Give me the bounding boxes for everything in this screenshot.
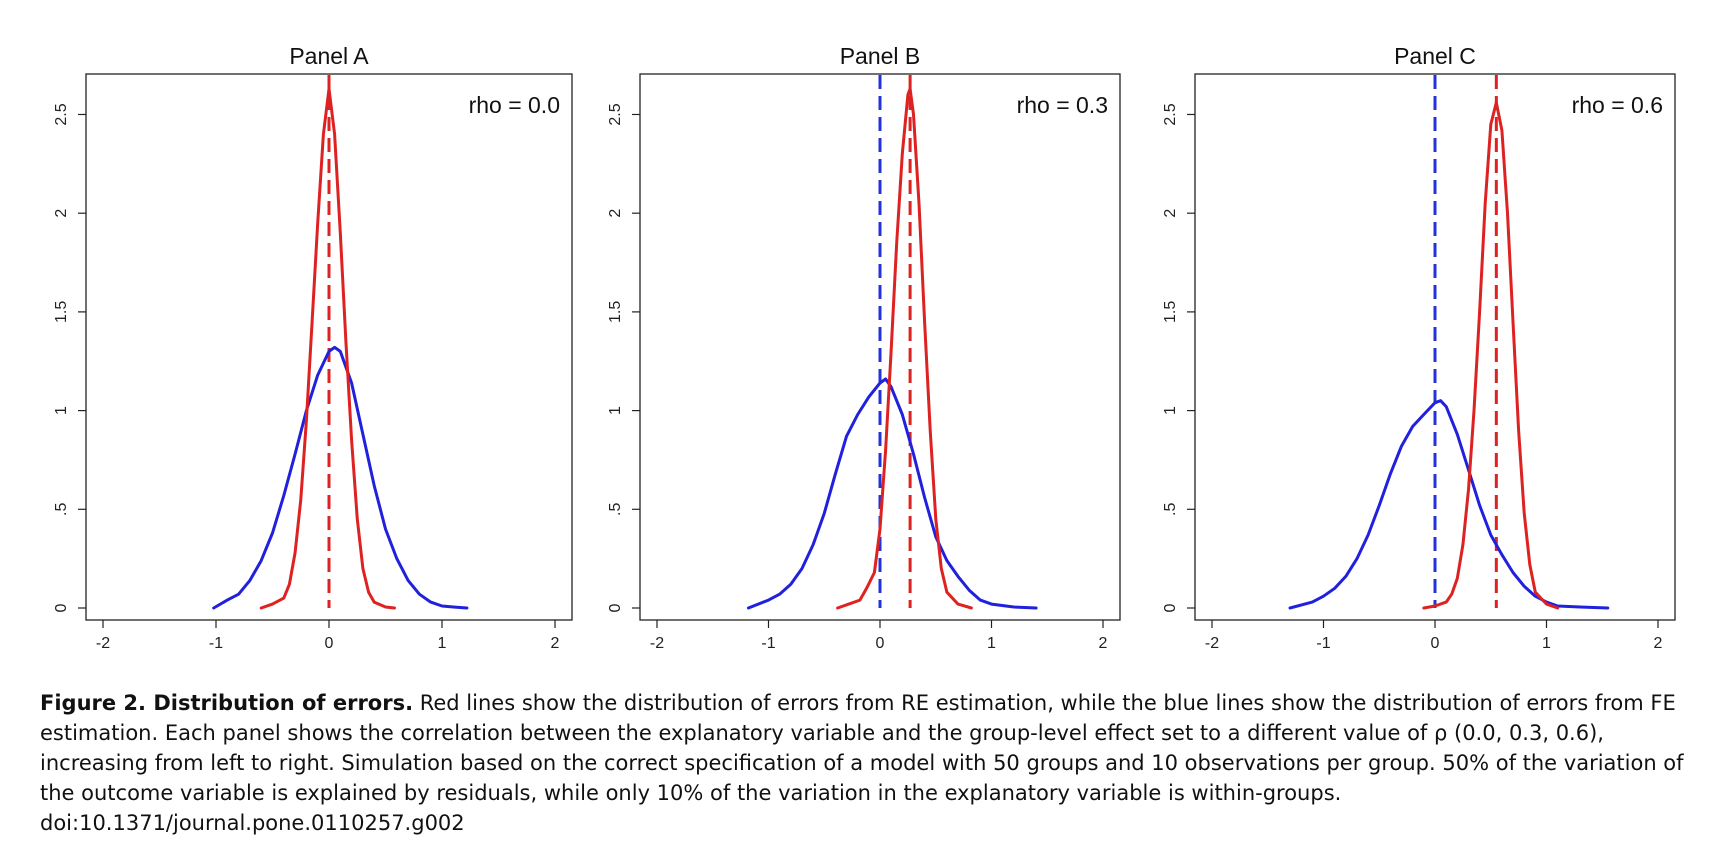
- x-tick-label: -2: [1205, 635, 1219, 652]
- y-tick-label: .5: [1162, 503, 1179, 516]
- panel-1: Panel A -2 -1 0 1 2 0 .5 1 1.5 2 2.5 rho = 0.0: [53, 43, 573, 652]
- y-tick-label: 2: [53, 209, 70, 218]
- re-error-curve: [836, 87, 973, 610]
- fe-error-curve: [746, 377, 1038, 610]
- y-tick-label: 1.5: [53, 301, 70, 323]
- figure-chart-area: Panel A-2 -1 0 1 20.511.522.5 rho = 0.0Panel …: [53, 43, 1676, 652]
- x-tick-label: 1: [1542, 635, 1551, 652]
- x-tick-label: -1: [1316, 635, 1330, 652]
- x-tick-label: 0: [876, 635, 885, 652]
- y-tick-label: .5: [607, 503, 624, 516]
- rho-annotation: rho = 0.3: [1017, 92, 1108, 118]
- re-error-curve: [259, 87, 396, 610]
- x-tick-label: 1: [438, 635, 447, 652]
- y-tick-label: 1: [1162, 406, 1179, 415]
- x-tick-label: -2: [650, 635, 664, 652]
- y-tick-label: 1.5: [607, 301, 624, 323]
- y-tick-label: 1: [53, 406, 70, 415]
- rho-annotation: rho = 0.6: [1572, 92, 1663, 118]
- panel-title: Panel B: [840, 43, 921, 69]
- caption-title: Figure 2. Distribution of errors.: [40, 691, 414, 715]
- y-tick-label: 2.5: [607, 103, 624, 125]
- y-tick-label: 0: [53, 603, 70, 612]
- panel-title: Panel A: [289, 43, 369, 69]
- caption-body: Red lines show the distribution of error…: [40, 691, 1684, 805]
- x-tick-label: -1: [761, 635, 775, 652]
- y-tick-label: 2.5: [1162, 103, 1179, 125]
- y-tick-label: 1.5: [1162, 301, 1179, 323]
- fe-error-curve: [212, 345, 469, 610]
- y-tick-label: 2: [1162, 209, 1179, 218]
- y-tick-label: .5: [53, 503, 70, 516]
- panel-title: Panel C: [1394, 43, 1476, 69]
- y-tick-label: 1: [607, 406, 624, 415]
- y-tick-label: 0: [607, 603, 624, 612]
- panel-3: Panel C -2 -1 0 1 2 0 .5 1 1.5 2 2.5 rho = 0.6: [1162, 43, 1676, 652]
- x-tick-label: -2: [96, 635, 110, 652]
- caption-doi: doi:10.1371/journal.pone.0110257.g002: [40, 811, 465, 835]
- y-tick-label: 0: [1162, 603, 1179, 612]
- figure-caption: Figure 2. Distribution of errors. Red li…: [40, 688, 1700, 838]
- re-error-curve: [1422, 101, 1560, 610]
- y-tick-label: 2.5: [53, 103, 70, 125]
- x-tick-label: 1: [987, 635, 996, 652]
- x-tick-label: -1: [209, 635, 223, 652]
- fe-error-curve: [1288, 399, 1610, 610]
- x-tick-label: 2: [551, 635, 560, 652]
- panel-2: Panel B -2 -1 0 1 2 0 .5 1 1.5 2 2.5 rho = 0.3: [607, 43, 1121, 652]
- x-tick-label: 0: [325, 635, 334, 652]
- x-tick-label: 0: [1431, 635, 1440, 652]
- rho-annotation: rho = 0.0: [469, 92, 560, 118]
- y-tick-label: 2: [607, 209, 624, 218]
- x-tick-label: 2: [1654, 635, 1663, 652]
- x-tick-label: 2: [1099, 635, 1108, 652]
